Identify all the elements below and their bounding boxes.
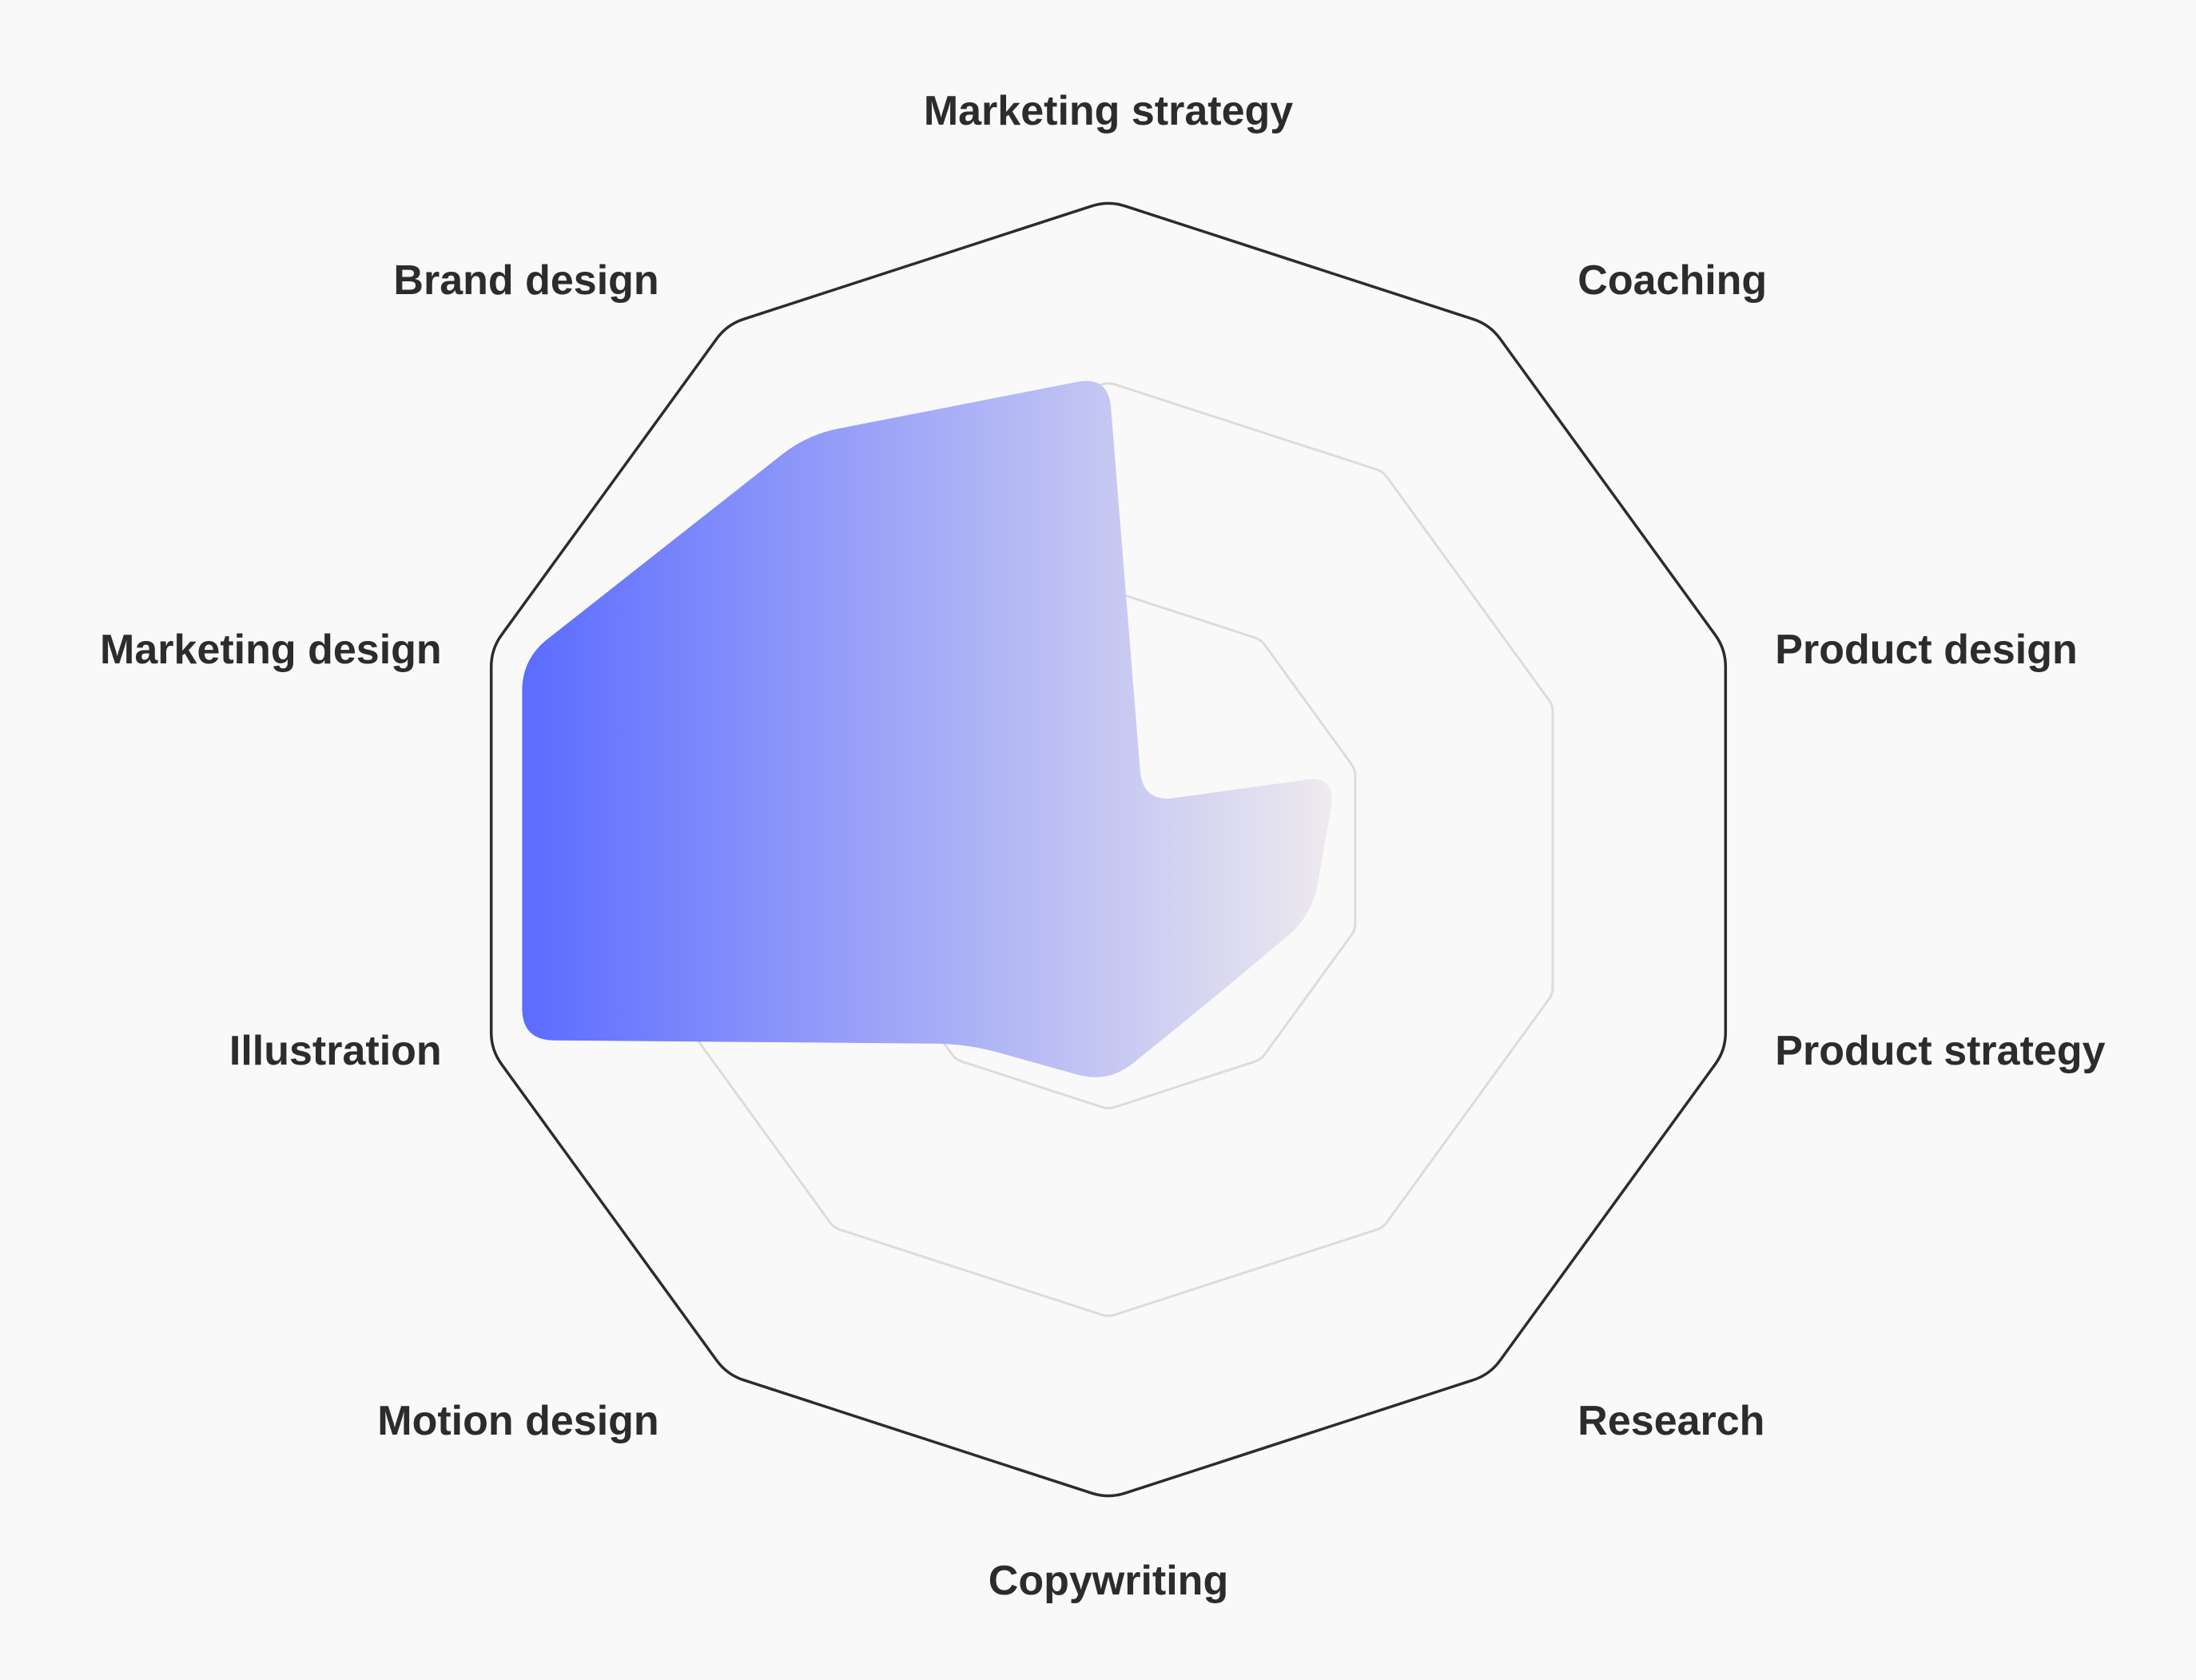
axis-label-product-design: Product design [1775,627,2077,673]
radar-data [520,374,1339,1085]
data-point-brand-design [806,433,809,436]
data-point-marketing-design [520,658,523,661]
axis-label-brand-design: Brand design [393,257,658,304]
data-point-product-strategy [1311,914,1314,918]
axis-label-research: Research [1577,1398,1764,1444]
axis-label-marketing-strategy: Marketing strategy [924,88,1293,134]
axis-label-illustration: Illustration [229,1028,442,1074]
data-point-illustration [520,1038,523,1041]
data-point-product-design [1335,774,1339,777]
outer-grid-ring [489,201,1728,1498]
axis-label-copywriting: Copywriting [989,1558,1228,1604]
axis-label-marketing-design: Marketing design [100,627,442,673]
data-point-marketing-strategy [1107,374,1110,377]
data-point-copywriting [1107,1081,1110,1085]
series-area-1 [522,380,1332,1077]
axis-label-coaching: Coaching [1577,257,1767,304]
axis-label-product-strategy: Product strategy [1775,1028,2105,1074]
radar-axis-labels: Marketing strategy Coaching Product design… [100,88,2106,1604]
axis-label-motion-design: Motion design [377,1398,658,1444]
